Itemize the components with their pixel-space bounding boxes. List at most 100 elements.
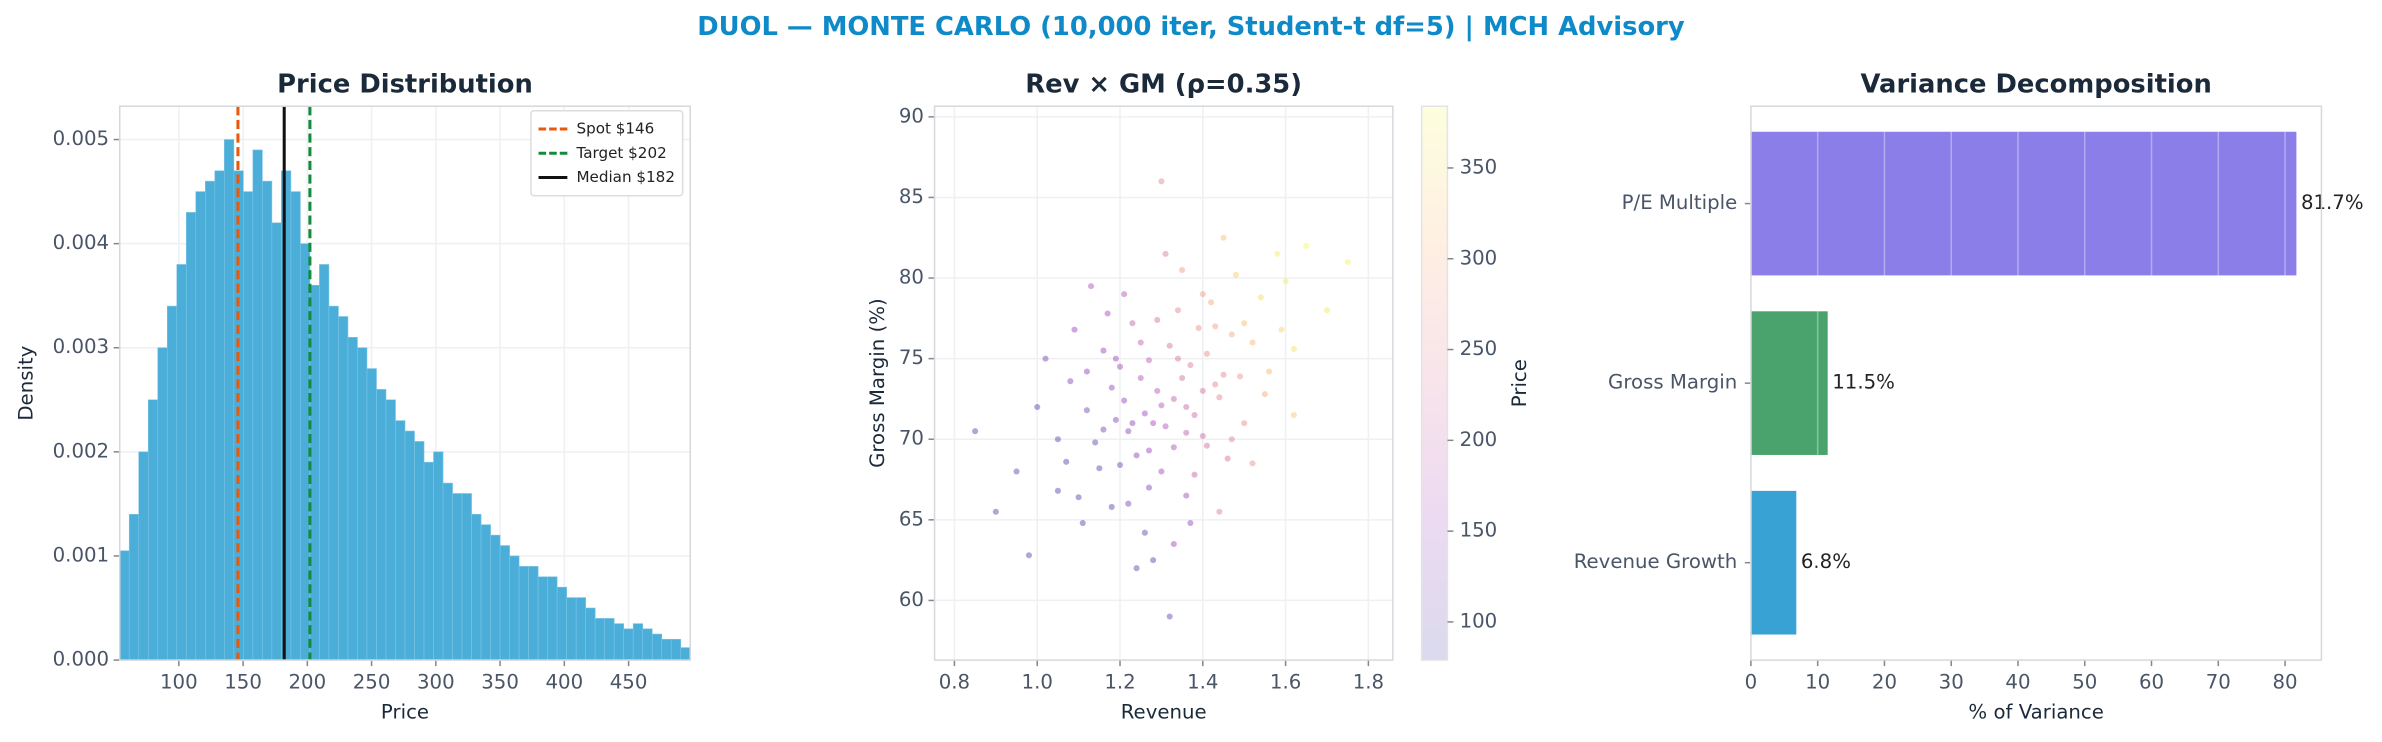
scatter-point [1104, 310, 1111, 317]
x-tick-label: 1.4 [1187, 670, 1218, 693]
y-tick-label: 85 [899, 185, 924, 208]
scatter-point [1075, 494, 1082, 501]
scatter-point [1116, 363, 1124, 370]
scatter-point [1257, 294, 1264, 301]
bar [1750, 311, 1828, 455]
x-tick-label: 450 [610, 670, 648, 693]
y-tick-label: 0.000 [53, 648, 109, 671]
colorbar-tick-label: 100 [1460, 609, 1498, 632]
histogram-bar [632, 623, 644, 661]
histogram-bar [128, 514, 140, 661]
histogram-bar [166, 305, 178, 661]
axes-frame [118, 105, 692, 661]
y-tick-label: Gross Margin [1608, 371, 1737, 394]
scatter-point [1195, 324, 1202, 332]
x-tick-label: 300 [417, 670, 455, 693]
scatter-point [1129, 420, 1136, 427]
scatter-point [1232, 271, 1239, 278]
scatter-point [1220, 234, 1227, 241]
scatter-point [1079, 520, 1086, 527]
y-tick-label: 60 [899, 588, 924, 611]
histogram-bar [138, 451, 149, 661]
histogram-bar [414, 441, 425, 661]
scatter-point [1083, 407, 1090, 414]
scatter-point [1278, 326, 1285, 333]
histogram-bar [328, 305, 339, 661]
y-tick-label: P/E Multiple [1622, 191, 1738, 214]
x-tick-label: 70 [2206, 670, 2231, 693]
scatter-point [1092, 439, 1099, 446]
x-tick-label: 1.0 [1022, 670, 1053, 693]
histogram-bar [147, 399, 159, 661]
scatter-point [1096, 465, 1103, 472]
scatter-point [1203, 350, 1210, 357]
colorbar-label: Price [1508, 359, 1531, 407]
scatter-point [1154, 316, 1161, 323]
histogram-bar [471, 514, 482, 661]
histogram-bar [547, 576, 558, 661]
chart-title: Rev × GM (ρ=0.35) [1025, 69, 1302, 99]
histogram-bar [271, 222, 282, 661]
scatter-point [1179, 374, 1186, 382]
histogram-bar [338, 316, 349, 661]
scatter-point [1088, 283, 1095, 290]
x-tick-label: 20 [1872, 670, 1897, 693]
scatter-point [1237, 373, 1244, 380]
scatter-point [1145, 357, 1153, 364]
histogram-bar [423, 461, 434, 661]
scatter-point [1158, 178, 1165, 185]
x-tick-label: 1.2 [1104, 670, 1135, 693]
scatter-point [1261, 391, 1268, 398]
axes-frame [1750, 105, 2323, 661]
data-label: 11.5% [1832, 371, 1895, 394]
bar [1750, 490, 1797, 635]
scatter-point [1013, 468, 1020, 475]
histogram-bar [528, 566, 539, 661]
y-tick-label: 0.004 [53, 231, 109, 254]
figure-title: DUOL — MONTE CARLO (10,000 iter, Student… [697, 12, 1685, 42]
scatter-point [1166, 613, 1173, 620]
histogram-bar [357, 347, 368, 661]
scatter-point [1344, 258, 1351, 265]
scatter-point [1241, 320, 1248, 327]
scatter-point [1116, 461, 1124, 469]
x-axis-label: Price [381, 701, 429, 724]
scatter-point [1183, 403, 1190, 411]
histogram-bar [499, 545, 510, 661]
scatter-point [1100, 347, 1107, 354]
x-tick-label: 350 [481, 670, 519, 693]
scatter-point [1228, 331, 1235, 338]
colorbar-tick-label: 300 [1460, 246, 1498, 269]
histogram-bar [385, 399, 396, 661]
legend-label: Median $182 [576, 168, 675, 186]
data-label: 81.7% [2301, 191, 2364, 214]
scatter-point [1216, 508, 1223, 515]
scatter-point [1212, 323, 1219, 330]
scatter-point [1224, 455, 1231, 462]
histogram-bar [556, 586, 567, 661]
scatter-point [1145, 447, 1153, 454]
histogram-bar [585, 607, 596, 661]
scatter-point [1199, 291, 1206, 298]
x-tick-label: 200 [289, 670, 327, 693]
scatter-point [1282, 278, 1289, 285]
histogram-bar [594, 618, 605, 661]
x-tick-label: 100 [160, 670, 198, 693]
scatter-point [1187, 520, 1194, 527]
histogram-bar [347, 337, 358, 661]
histogram-bar [366, 368, 377, 661]
scatter-point [1203, 442, 1210, 449]
histogram-bar [404, 430, 415, 661]
scatter-point [1183, 492, 1190, 499]
scatter-point [1025, 552, 1032, 559]
scatter-point [1154, 387, 1161, 394]
scatter-point [1174, 307, 1182, 314]
scatter-point [1170, 540, 1177, 548]
scatter-point [1150, 420, 1157, 427]
scatter-point [1323, 307, 1331, 314]
scatter-point [1266, 368, 1273, 375]
histogram-bar [480, 524, 491, 661]
histogram-bar [433, 451, 444, 661]
y-axis-label: Gross Margin (%) [866, 298, 889, 468]
